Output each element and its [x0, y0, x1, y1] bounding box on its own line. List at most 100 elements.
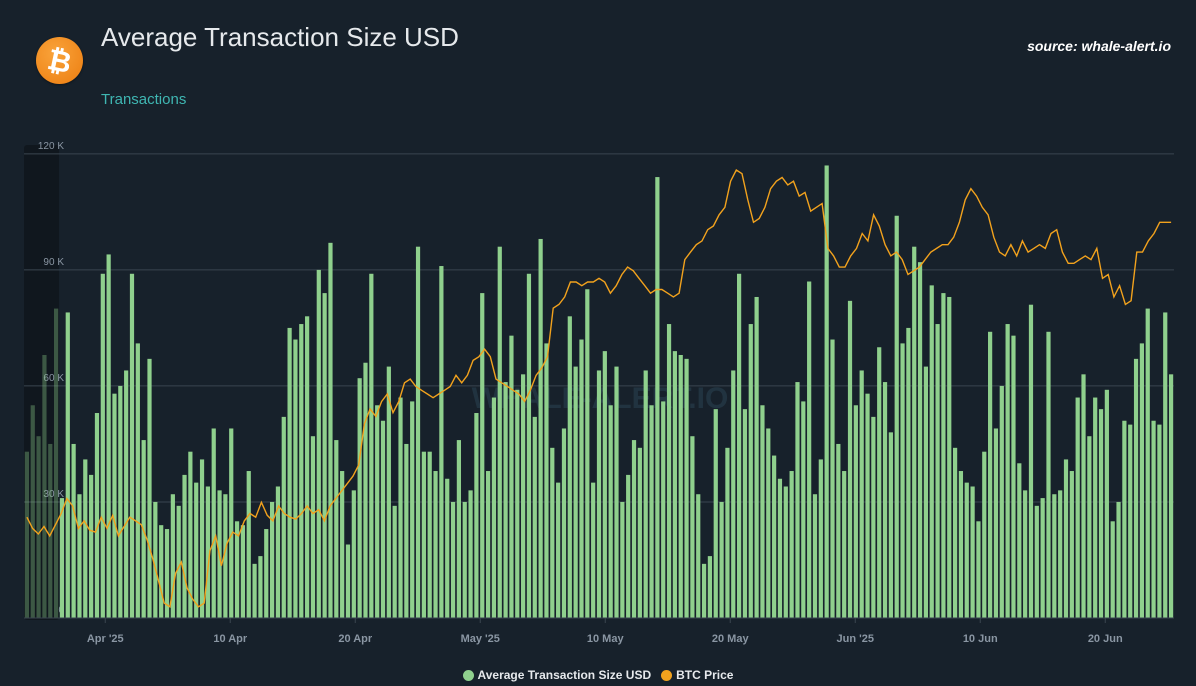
bar — [497, 246, 502, 618]
bar — [754, 296, 759, 618]
bar — [94, 413, 100, 618]
bar — [1145, 308, 1150, 618]
bar — [106, 254, 111, 618]
bar — [77, 494, 82, 618]
bar — [240, 525, 246, 618]
bar — [1075, 397, 1080, 618]
bar — [526, 273, 532, 618]
bar — [1040, 498, 1045, 618]
legend-line-label: BTC Price — [676, 668, 734, 682]
bar — [287, 327, 292, 618]
bar — [205, 486, 210, 618]
bar — [894, 215, 899, 618]
bar — [223, 494, 228, 618]
bar — [1081, 374, 1086, 618]
bar — [211, 428, 216, 618]
bar — [71, 443, 76, 618]
bar — [1069, 471, 1074, 618]
bar — [450, 501, 456, 618]
bar — [1017, 463, 1022, 618]
bar — [1151, 420, 1156, 618]
bar — [655, 177, 660, 618]
bar — [818, 459, 823, 618]
bar — [36, 436, 41, 618]
y-tick-label: 90 K — [43, 257, 64, 268]
legend-item-line[interactable]: BTC Price — [661, 668, 733, 682]
bar — [445, 478, 450, 618]
bar — [59, 498, 65, 618]
bar — [439, 266, 444, 618]
bar — [24, 451, 30, 618]
bar — [935, 324, 940, 618]
bar — [491, 397, 497, 618]
bar — [614, 366, 619, 618]
bar — [118, 385, 123, 618]
bar — [269, 501, 275, 618]
legend-line-swatch — [661, 669, 673, 681]
bar — [900, 343, 905, 618]
bar — [433, 471, 438, 618]
bar — [988, 331, 993, 618]
y-tick-label: 60 K — [43, 373, 64, 384]
x-tick-label: 10 May — [587, 633, 625, 645]
bar — [159, 525, 164, 618]
bar — [89, 474, 94, 618]
bar — [42, 354, 47, 618]
bar — [1005, 324, 1010, 618]
bar — [48, 443, 53, 618]
bar — [707, 556, 713, 618]
bar — [877, 347, 882, 618]
bar — [842, 471, 847, 618]
subtitle-link[interactable]: Transactions — [101, 91, 187, 108]
y-tick-label: 30 K — [43, 489, 64, 500]
bar — [1128, 424, 1133, 618]
bar — [1052, 494, 1057, 618]
bar — [316, 269, 321, 618]
bar — [789, 471, 794, 618]
bar — [468, 490, 473, 618]
bar — [176, 505, 181, 618]
bar — [596, 370, 602, 618]
bar — [392, 505, 397, 618]
bar — [836, 443, 841, 618]
legend-bar-swatch — [462, 669, 474, 681]
bar — [340, 471, 345, 618]
bar — [293, 339, 298, 618]
bar — [1034, 505, 1039, 618]
bar — [637, 447, 642, 618]
bar — [620, 501, 625, 618]
bar — [1098, 409, 1104, 618]
bar — [801, 401, 806, 618]
bar — [252, 563, 257, 618]
bar — [182, 474, 187, 618]
bar — [1157, 424, 1162, 618]
bar — [941, 293, 946, 618]
bar — [328, 242, 333, 618]
bar — [824, 165, 829, 618]
bar — [124, 370, 129, 618]
bar — [929, 285, 934, 618]
bar — [538, 238, 543, 618]
bar — [474, 413, 479, 618]
bar — [1087, 436, 1092, 618]
bar — [153, 501, 158, 618]
x-tick-label: May '25 — [461, 633, 500, 645]
bar — [427, 451, 432, 618]
bar — [672, 351, 677, 618]
bar — [351, 490, 356, 618]
bar — [579, 339, 584, 618]
bar — [357, 378, 362, 618]
bar — [456, 440, 461, 618]
bar — [993, 428, 999, 618]
bar — [234, 521, 240, 618]
bar — [795, 382, 800, 618]
bar — [1133, 358, 1139, 618]
bar — [649, 405, 654, 618]
bar — [1122, 420, 1127, 618]
legend-item-bars[interactable]: Average Transaction Size USD — [462, 668, 651, 682]
bar — [1058, 490, 1063, 618]
bar — [742, 409, 748, 618]
bar — [322, 293, 327, 618]
bar — [100, 273, 105, 618]
